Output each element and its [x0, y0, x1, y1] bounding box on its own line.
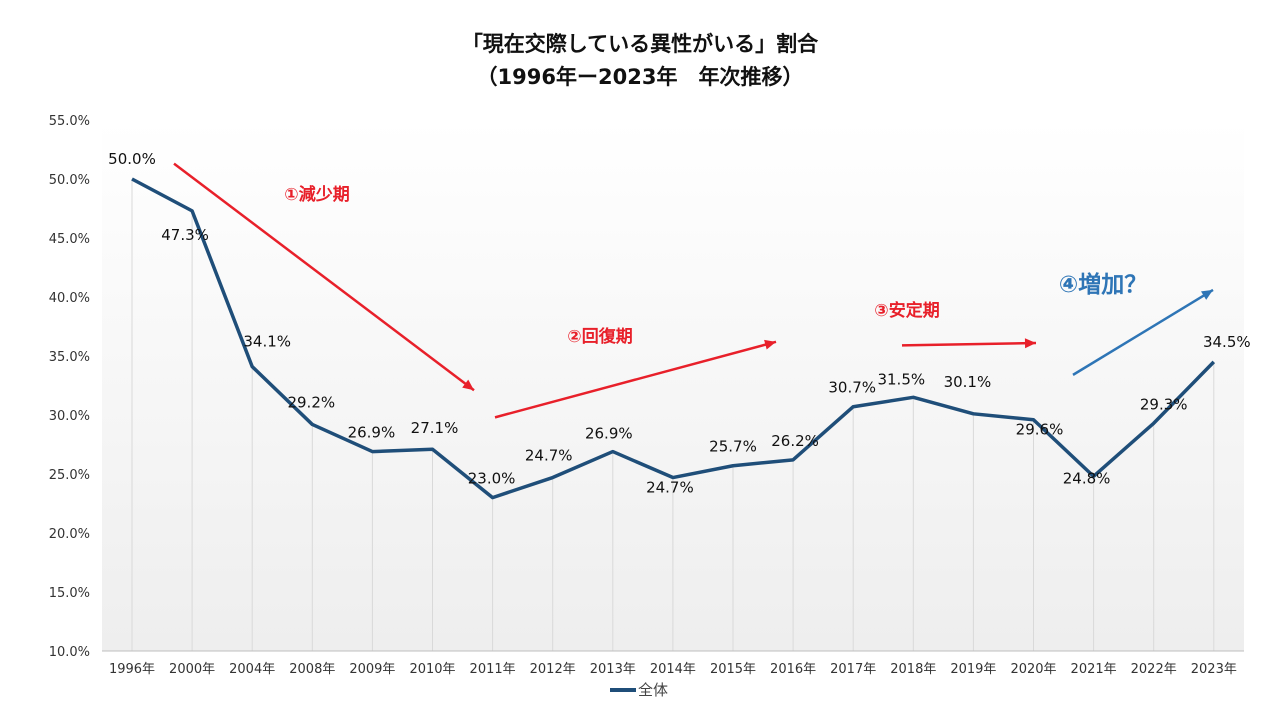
- annotation-label: ②回復期: [567, 326, 632, 347]
- annotation-label: ③安定期: [874, 300, 939, 321]
- x-tick-label: 1996年: [109, 662, 155, 677]
- annotation-arrow-head: [764, 339, 776, 350]
- x-tick-label: 2000年: [169, 662, 215, 677]
- data-label: 47.3%: [161, 226, 209, 244]
- data-label: 30.7%: [828, 379, 876, 397]
- y-tick-label: 40.0%: [49, 291, 90, 306]
- annotation-arrow-head: [1024, 338, 1036, 349]
- data-label: 25.7%: [709, 438, 757, 456]
- data-label: 26.9%: [348, 424, 396, 442]
- data-label: 26.2%: [771, 432, 819, 450]
- x-tick-label: 2011年: [470, 662, 516, 677]
- data-label: 24.8%: [1063, 469, 1111, 487]
- x-tick-label: 2015年: [710, 662, 756, 677]
- data-label: 34.5%: [1203, 333, 1251, 351]
- y-tick-label: 35.0%: [49, 350, 90, 365]
- data-label: 31.5%: [877, 370, 925, 388]
- y-tick-label: 20.0%: [49, 527, 90, 542]
- y-tick-label: 10.0%: [49, 645, 90, 660]
- x-tick-label: 2018年: [890, 662, 936, 677]
- x-tick-label: 2008年: [289, 662, 335, 677]
- data-label: 24.7%: [646, 479, 694, 497]
- x-tick-label: 2023年: [1191, 662, 1237, 677]
- data-label: 23.0%: [468, 470, 516, 488]
- x-tick-label: 2009年: [349, 662, 395, 677]
- chart-title: 「現在交際している異性がいる」割合: [462, 32, 819, 56]
- x-tick-label: 2021年: [1071, 662, 1117, 677]
- x-tick-label: 2012年: [530, 662, 576, 677]
- annotation-arrow-line: [1072, 288, 1214, 376]
- x-tick-label: 2020年: [1010, 662, 1056, 677]
- y-tick-label: 55.0%: [49, 114, 90, 129]
- x-tick-label: 2016年: [770, 662, 816, 677]
- data-label: 50.0%: [108, 150, 156, 168]
- data-label: 26.9%: [585, 425, 633, 443]
- x-tick-label: 2017年: [830, 662, 876, 677]
- y-tick-label: 30.0%: [49, 409, 90, 424]
- data-label: 30.1%: [944, 373, 992, 391]
- data-label: 29.3%: [1140, 395, 1188, 413]
- annotation-label: ④増加？: [1059, 271, 1147, 298]
- data-label: 34.1%: [243, 333, 291, 351]
- x-tick-label: 2004年: [229, 662, 275, 677]
- y-tick-label: 25.0%: [49, 468, 90, 483]
- annotation-arrow-line: [494, 340, 777, 419]
- annotation-arrow-head: [1201, 289, 1213, 300]
- x-tick-label: 2014年: [650, 662, 696, 677]
- annotation-arrow-line: [173, 162, 475, 392]
- data-label: 29.6%: [1016, 421, 1064, 439]
- x-tick-label: 2019年: [950, 662, 996, 677]
- x-tick-label: 2022年: [1131, 662, 1177, 677]
- chart-subtitle: （1996年ー2023年 年次推移）: [477, 65, 804, 89]
- y-tick-label: 45.0%: [49, 232, 90, 247]
- data-label: 24.7%: [525, 447, 573, 465]
- series-line: [131, 177, 1216, 500]
- annotation-label: ①減少期: [284, 184, 349, 205]
- x-tick-label: 2013年: [590, 662, 636, 677]
- annotation-arrow-head: [462, 379, 474, 391]
- data-label: 29.2%: [287, 393, 335, 411]
- data-label: 27.1%: [411, 419, 459, 437]
- annotation-arrow-line: [901, 341, 1037, 347]
- legend-label: 全体: [638, 681, 668, 699]
- y-tick-label: 50.0%: [49, 173, 90, 188]
- y-tick-label: 15.0%: [49, 586, 90, 601]
- x-tick-label: 2010年: [409, 662, 455, 677]
